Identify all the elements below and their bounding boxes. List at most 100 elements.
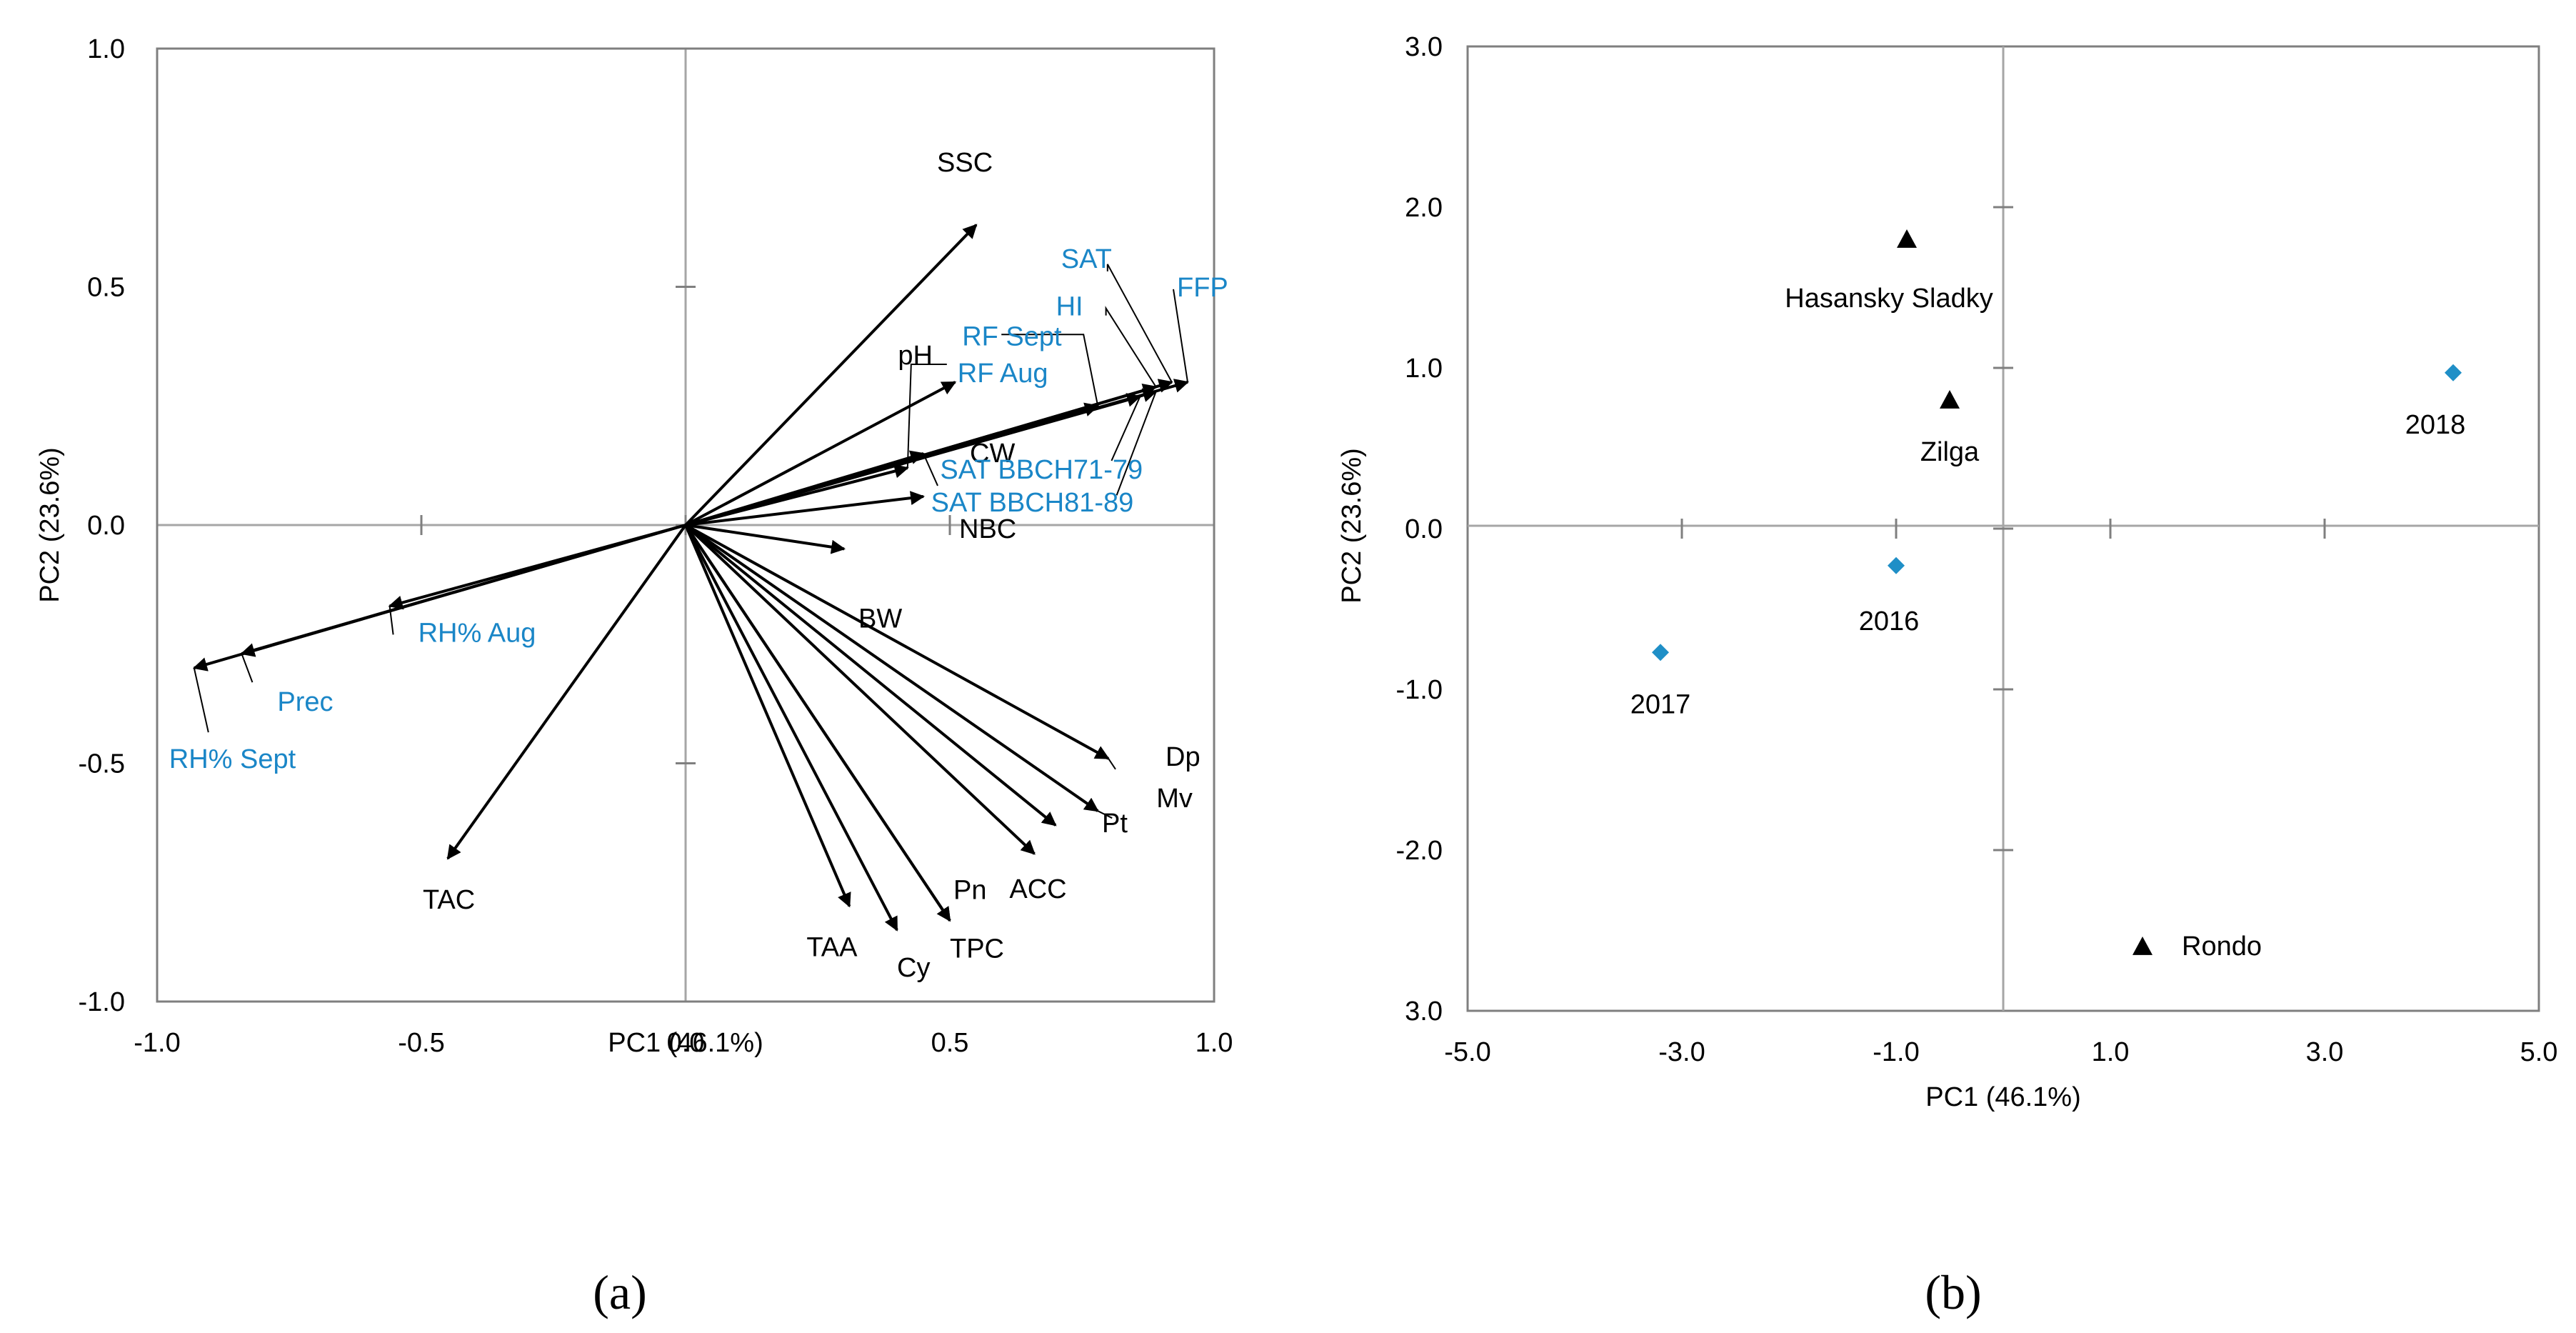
year-marker-2018 (2445, 364, 2462, 381)
year-marker-2016 (1888, 556, 1905, 574)
loading-vectors (192, 224, 1189, 932)
cultivar-marker-hasansky-sladky (1897, 229, 1917, 248)
vector-labels: SSC pH CW NBC BW Dp Mv Pt ACC Pn TPC Cy TAA TAC SAT HI F… (169, 148, 1228, 983)
y-tick-label: 3.0 (1405, 997, 1443, 1027)
leader-sat-bbch81-89 (1116, 391, 1157, 496)
vector-label-pn: Pn (953, 876, 986, 906)
y-tick-label: 0.0 (87, 511, 125, 541)
leader-rhpct-aug (389, 606, 394, 635)
vector-cy (684, 524, 898, 932)
y-tick-label: 1.0 (1405, 354, 1443, 384)
vector-label-rhpct-sept: RH% Sept (169, 744, 296, 774)
vector-label-ssc: SSC (937, 148, 993, 178)
x-tick-label: 3.0 (2306, 1037, 2344, 1067)
y-axis-title: PC2 (23.6%) (35, 447, 65, 603)
vector-label-sat: SAT (1061, 244, 1112, 274)
y-tick-label: -0.5 (79, 749, 125, 779)
score-points (1652, 229, 2462, 955)
vector-mv (684, 524, 1099, 812)
point-label-2018: 2018 (2405, 410, 2466, 440)
vector-sat-bbch81-89 (685, 388, 1158, 526)
vector-label-sat-bbch81-89: SAT BBCH81-89 (931, 488, 1134, 518)
y-tick-label: 1.0 (87, 34, 125, 64)
vector-label-tac: TAC (423, 885, 475, 915)
point-label-hasansky-sladky: Hasansky Sladky (1785, 284, 1993, 314)
y-tick-label: -2.0 (1396, 836, 1443, 866)
vector-label-acc: ACC (1009, 874, 1066, 904)
leader-rhpct-sept (193, 667, 209, 733)
point-label-zilga: Zilga (1920, 437, 1980, 467)
x-tick-label: 0.0 (667, 1028, 705, 1058)
vector-dp (685, 524, 1110, 760)
leader-ffp (1173, 289, 1188, 383)
cultivar-marker-rondo (2133, 937, 2152, 955)
point-label-rondo: Rondo (2182, 932, 2262, 962)
x-tick-label: 1.0 (1196, 1028, 1233, 1058)
point-label-2016: 2016 (1859, 606, 1920, 636)
panel-label-b: (b) (1925, 1265, 1981, 1319)
vector-label-cw: CW (970, 439, 1015, 469)
leader-mv (1097, 810, 1113, 819)
vector-label-hi: HI (1056, 292, 1083, 322)
vector-label-rf-sept: RF Sept (962, 321, 1062, 351)
leader-sat-bbch71-79 (1111, 396, 1141, 461)
cultivar-marker-zilga (1940, 390, 1960, 409)
vector-label-pt: Pt (1102, 809, 1128, 839)
leader-prec (241, 653, 254, 683)
vector-tpc (684, 524, 951, 922)
y-tick-label: -1.0 (79, 987, 125, 1017)
vector-rhpct-sept (192, 524, 686, 672)
panel-label-a: (a) (593, 1265, 646, 1319)
x-tick-label: -0.5 (398, 1028, 444, 1058)
vector-label-ph: pH (898, 341, 933, 371)
vector-label-mv: Mv (1156, 784, 1193, 814)
vector-label-taa: TAA (806, 933, 858, 963)
leader-rf-aug (906, 363, 947, 468)
vector-nbc (685, 491, 925, 526)
vector-taa (684, 524, 851, 908)
vector-label-tpc: TPC (950, 934, 1004, 964)
vector-ssc (684, 224, 978, 526)
x-tick-label: -1.0 (1873, 1037, 1919, 1067)
leader-cw (923, 453, 938, 486)
leader-dp (1108, 758, 1116, 770)
vector-bw (685, 524, 846, 554)
vector-label-ffp: FFP (1177, 273, 1228, 303)
y-tick-label: 0.5 (87, 273, 125, 303)
leader-rf-sept (1001, 334, 1099, 406)
year-marker-2017 (1652, 644, 1669, 661)
vector-tac (446, 524, 687, 860)
leader-lines (193, 264, 1188, 819)
x-tick-label: -3.0 (1658, 1037, 1705, 1067)
vector-label-sat-bbch71-79: SAT BBCH71-79 (940, 455, 1143, 485)
loadings-plot: -1.0 -0.5 0.0 0.5 1.0 1.0 0.5 0.0 -0.5 -1.0 SSC pH… (35, 34, 1233, 1319)
x-tick-label: -1.0 (134, 1028, 180, 1058)
leader-hi (1105, 306, 1157, 388)
vector-label-rf-aug: RF Aug (958, 359, 1048, 389)
y-axis-title: PC2 (23.6%) (1337, 448, 1367, 604)
y-tick-label: -1.0 (1396, 675, 1443, 705)
x-tick-label: 5.0 (2520, 1037, 2558, 1067)
x-tick-label: 1.0 (2092, 1037, 2130, 1067)
x-tick-label: -5.0 (1444, 1037, 1490, 1067)
vector-label-rhpct-aug: RH% Aug (419, 618, 536, 648)
scores-plot: -5.0 -3.0 -1.0 1.0 3.0 5.0 3.0 2.0 1.0 0.0 -1.0 -2.… (1337, 32, 2557, 1319)
x-axis-title: PC1 (46.1%) (1925, 1082, 2081, 1112)
y-tick-label: 3.0 (1405, 32, 1443, 62)
vector-label-prec: Prec (277, 687, 333, 717)
x-axis-title: PC1 (46.1%) (608, 1028, 763, 1058)
leader-sat (1106, 264, 1173, 383)
vector-label-dp: Dp (1166, 742, 1201, 772)
vector-label-bw: BW (858, 604, 902, 634)
point-label-2017: 2017 (1630, 689, 1691, 719)
vector-pt (684, 524, 1057, 827)
x-tick-label: 0.5 (931, 1028, 969, 1058)
point-labels: Hasansky Sladky Zilga Rondo 2018 2016 2017 (1630, 284, 2466, 962)
vector-label-nbc: NBC (959, 514, 1016, 544)
y-tick-label: 2.0 (1405, 193, 1443, 223)
y-tick-label: 0.0 (1405, 514, 1443, 544)
vector-ph (685, 381, 957, 526)
vector-label-cy: Cy (897, 953, 930, 983)
vector-acc (684, 524, 1036, 855)
